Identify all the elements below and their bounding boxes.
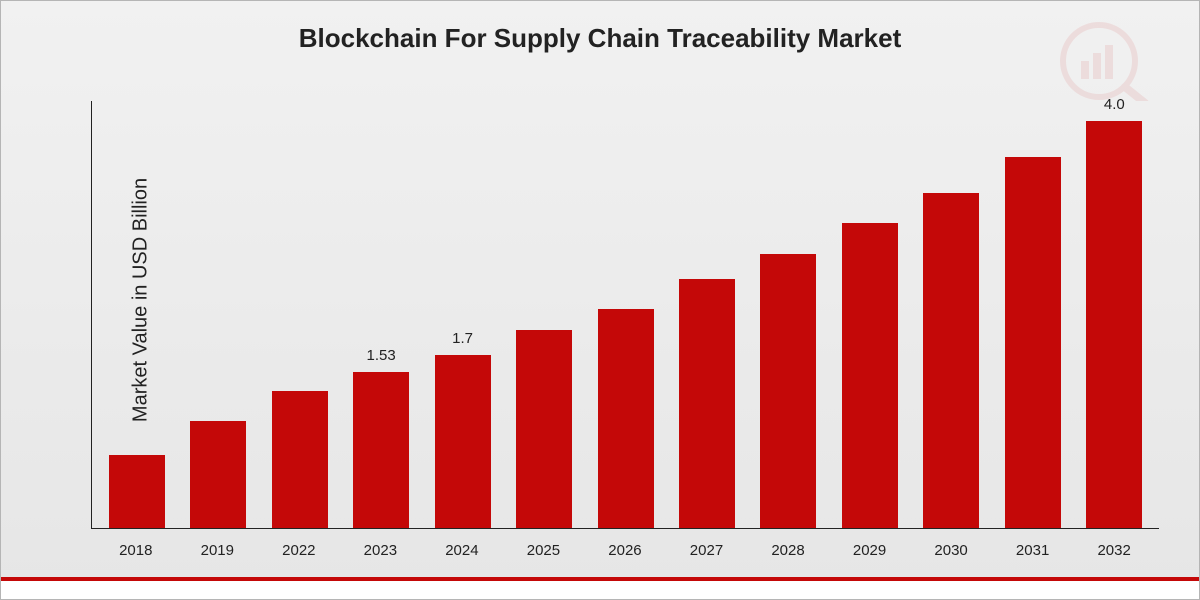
x-tick-label: 2019 — [177, 542, 259, 559]
x-tick-label: 2027 — [666, 542, 748, 559]
bar-slot — [911, 101, 992, 528]
bar — [1005, 157, 1061, 528]
plot-area: 1.53 1.7 4.0 — [91, 101, 1159, 529]
bar — [516, 330, 572, 528]
bar-slot: 1.7 — [422, 101, 503, 528]
bar-value-label: 4.0 — [1104, 96, 1125, 113]
x-axis-labels: 2018201920222023202420252026202720282029… — [91, 542, 1159, 559]
bar-slot — [259, 101, 340, 528]
bar-value-label: 1.53 — [367, 347, 396, 364]
bar — [842, 223, 898, 528]
bar-slot — [96, 101, 177, 528]
bar — [109, 455, 165, 528]
x-tick-label: 2026 — [584, 542, 666, 559]
footer-stripe — [1, 577, 1199, 599]
x-tick-label: 2022 — [258, 542, 340, 559]
bar — [435, 355, 491, 528]
bar-slot: 1.53 — [340, 101, 421, 528]
x-tick-label: 2029 — [829, 542, 911, 559]
bars-group: 1.53 1.7 4.0 — [92, 101, 1159, 528]
bar-slot — [177, 101, 258, 528]
x-tick-label: 2031 — [992, 542, 1074, 559]
x-tick-label: 2032 — [1073, 542, 1155, 559]
bar — [190, 421, 246, 528]
bar-slot — [829, 101, 910, 528]
x-tick-label: 2025 — [503, 542, 585, 559]
x-tick-label: 2024 — [421, 542, 503, 559]
chart-container: Blockchain For Supply Chain Traceability… — [0, 0, 1200, 600]
x-tick-label: 2028 — [747, 542, 829, 559]
bar — [272, 391, 328, 528]
bar — [598, 309, 654, 528]
chart-title: Blockchain For Supply Chain Traceability… — [1, 23, 1199, 54]
bar — [923, 193, 979, 529]
bar-slot — [748, 101, 829, 528]
bar-slot — [992, 101, 1073, 528]
x-tick-label: 2018 — [95, 542, 177, 559]
bar-slot — [666, 101, 747, 528]
bar — [760, 254, 816, 529]
bar — [679, 279, 735, 528]
bar-slot — [585, 101, 666, 528]
bar — [1086, 121, 1142, 528]
bar-slot: 4.0 — [1074, 101, 1155, 528]
bar-slot — [503, 101, 584, 528]
x-tick-label: 2023 — [340, 542, 422, 559]
x-tick-label: 2030 — [910, 542, 992, 559]
bar — [353, 372, 409, 528]
bar-value-label: 1.7 — [452, 330, 473, 347]
